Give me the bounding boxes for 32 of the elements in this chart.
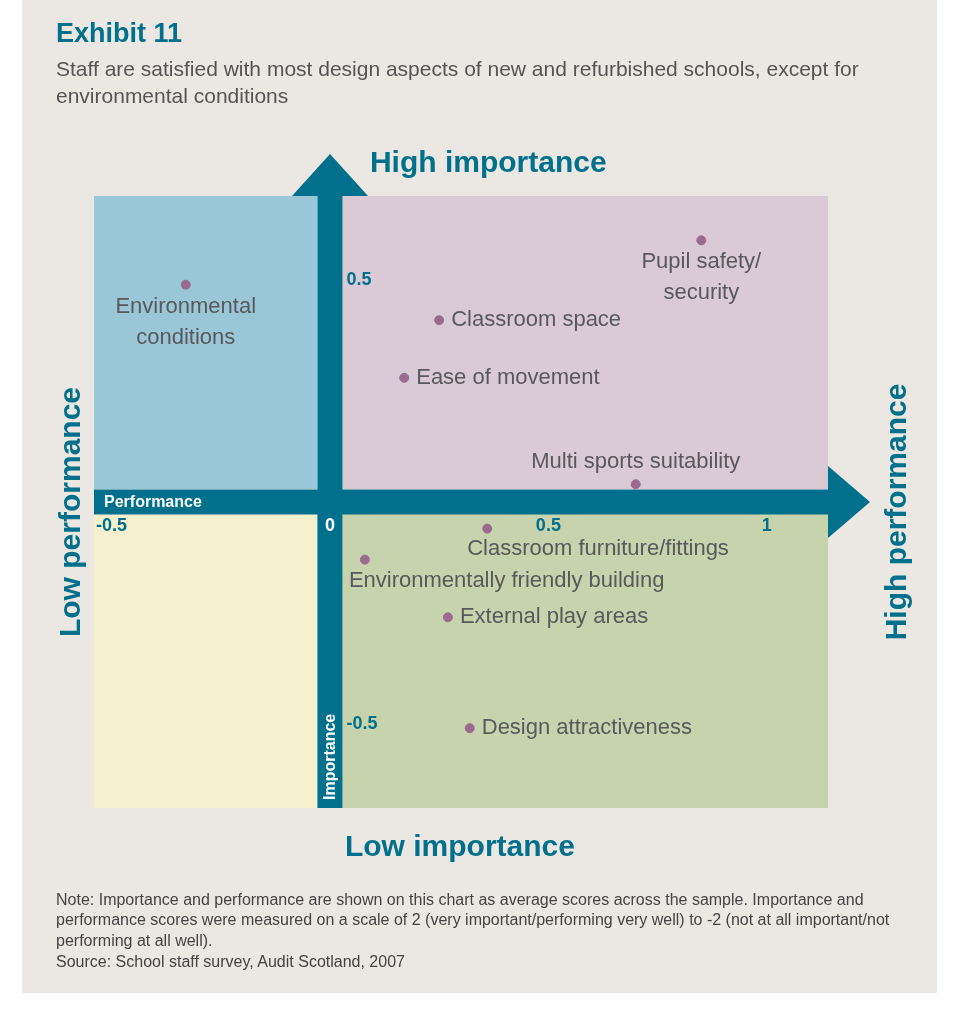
x-tick-label: 0 (324, 515, 335, 536)
x-tick-label: -0.5 (95, 515, 127, 536)
point (482, 523, 493, 534)
x-tick-label: 1 (761, 515, 772, 536)
point (696, 234, 707, 245)
chart-subtitle: Staff are satisfied with most design aspects of new and refurbished schools, except for environmental conditions (56, 56, 860, 110)
series-label: Environmentally friendly building (348, 566, 665, 592)
point (442, 611, 453, 622)
series-label: External play areas (459, 602, 649, 628)
series-label: Environmental conditions (115, 292, 257, 349)
chart-title: Exhibit 11 (56, 18, 184, 49)
x-tick-label: 0.5 (535, 515, 561, 536)
series-label: Multi sports suitability (531, 447, 741, 473)
series-label: Classroom furniture/fittings (467, 534, 729, 560)
series-label: Ease of movement (416, 363, 600, 389)
text: Low importance (344, 828, 575, 862)
source-note: Source: School staff survey, Audit Scotland, 2007 (56, 952, 406, 972)
series-label: Pupil safety/ security (641, 248, 763, 304)
x-axis-title: Performance (104, 493, 202, 510)
point (399, 372, 410, 383)
point (630, 478, 641, 489)
text: Low performance (53, 386, 87, 637)
series-label: Classroom space (451, 305, 622, 331)
point (180, 279, 191, 290)
y-axis-title: Importance (321, 713, 339, 800)
point (434, 314, 445, 325)
series-label: Design attractiveness (481, 713, 693, 739)
point (359, 554, 370, 565)
text: Note: Importance and performance are shown on this chart as average scores across the sample. Importance and performance scores were measured on a scale of 2 (very important/performing very well) to -2 (not at all important/not performing at all well). (56, 889, 891, 952)
text: High importance (369, 144, 607, 178)
point (464, 722, 475, 733)
text: High performance (879, 383, 913, 640)
